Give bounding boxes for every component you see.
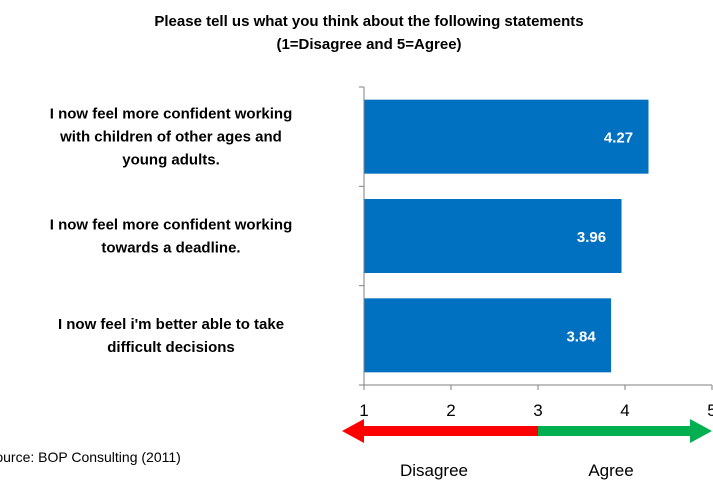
tick-label: 3 bbox=[533, 401, 542, 420]
tick-label: 2 bbox=[446, 401, 455, 420]
disagree-arrow bbox=[342, 419, 538, 443]
chart-title: Please tell us what you think about the … bbox=[154, 13, 583, 53]
category-label: difficult decisions bbox=[107, 339, 235, 356]
bar bbox=[364, 298, 612, 373]
data-label: 3.96 bbox=[577, 229, 606, 246]
title-line: (1=Disagree and 5=Agree) bbox=[276, 36, 461, 53]
category-label: I now feel i'm better able to take bbox=[58, 316, 284, 333]
category-label: I now feel more confident working bbox=[50, 106, 293, 123]
category-label: with children of other ages and bbox=[59, 129, 282, 146]
tick-label: 1 bbox=[359, 401, 368, 420]
bar bbox=[364, 199, 622, 273]
tick-label: 4 bbox=[620, 401, 629, 420]
tick-label: 5 bbox=[707, 401, 713, 420]
bars: 4.27 I now feel more confident working wit… bbox=[50, 99, 649, 373]
category-label: young adults. bbox=[122, 152, 220, 169]
title-line: Please tell us what you think about the … bbox=[154, 13, 583, 30]
x-axis: 1 2 3 4 5 bbox=[359, 86, 713, 420]
disagree-label: Disagree bbox=[400, 461, 468, 480]
data-label: 4.27 bbox=[604, 130, 633, 147]
scale-arrow: Disagree Agree bbox=[342, 419, 712, 480]
source-note: Source: BOP Consulting (2011) bbox=[0, 449, 181, 465]
category-label: towards a deadline. bbox=[101, 240, 240, 257]
agree-label: Agree bbox=[588, 461, 633, 480]
bar bbox=[364, 99, 649, 174]
data-label: 3.84 bbox=[566, 328, 596, 345]
agree-arrow bbox=[538, 419, 712, 443]
category-label: I now feel more confident working bbox=[50, 217, 293, 234]
